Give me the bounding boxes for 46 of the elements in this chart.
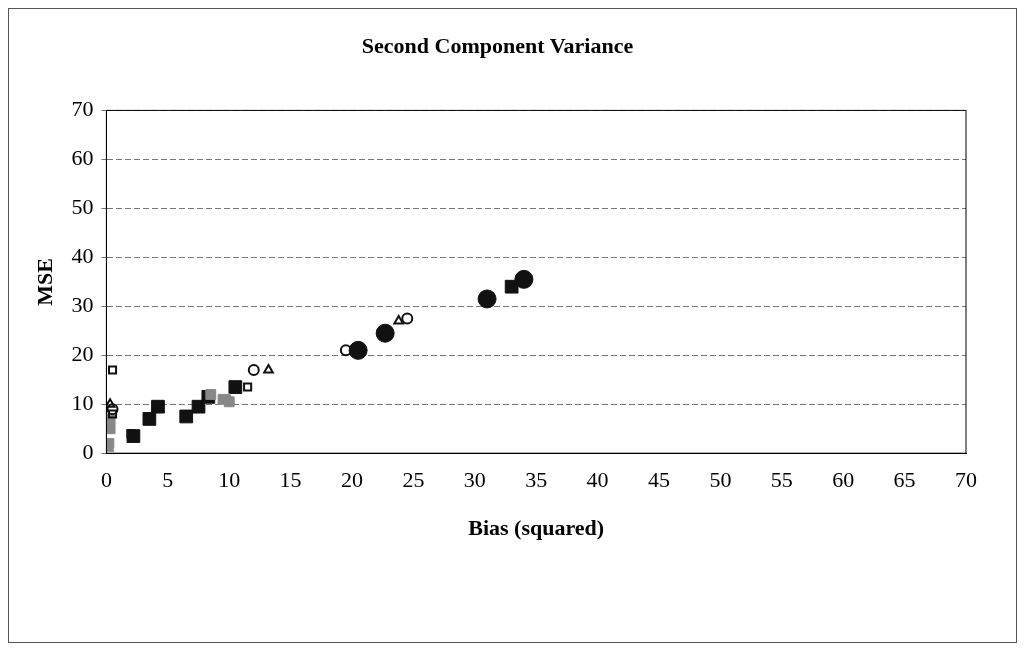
point [106, 398, 116, 408]
point [375, 323, 395, 343]
point [108, 365, 118, 375]
point [393, 314, 404, 325]
point [263, 363, 274, 374]
y-tick-label: 40 [71, 243, 94, 269]
point [243, 382, 253, 392]
x-tick-label: 70 [955, 467, 977, 493]
y-tick-label: 50 [71, 194, 94, 220]
x-tick-label: 60 [832, 467, 855, 493]
x-tick-label: 45 [648, 467, 670, 493]
point [514, 269, 534, 289]
point [142, 412, 157, 426]
chart-title: Second Component Variance [361, 32, 634, 58]
x-axis-title: Bias (squared) [468, 515, 605, 541]
point [339, 344, 352, 357]
x-tick-label: 30 [463, 467, 486, 493]
point [477, 289, 497, 309]
y-axis-title: MSE [31, 257, 57, 306]
x-tick-label: 40 [586, 467, 609, 493]
point [228, 380, 243, 394]
y-tick-label: 0 [82, 438, 94, 464]
point [108, 409, 118, 419]
x-tick-label: 15 [279, 467, 302, 493]
point [191, 399, 206, 414]
point [348, 340, 368, 360]
y-tick-label: 70 [71, 96, 94, 122]
point [179, 409, 194, 424]
x-tick-label: 35 [525, 467, 548, 493]
point [247, 363, 260, 376]
x-tick-label: 50 [709, 467, 732, 493]
point [106, 403, 119, 416]
y-tick-label: 30 [71, 292, 94, 318]
x-tick-label: 55 [770, 467, 793, 493]
x-tick-label: 5 [162, 467, 174, 493]
x-tick-label: 10 [218, 467, 241, 493]
x-tick-label: 0 [100, 467, 112, 493]
x-tick-label: 20 [341, 467, 363, 493]
point [151, 399, 165, 414]
x-tick-label: 25 [402, 467, 425, 493]
y-tick-label: 10 [71, 390, 94, 416]
y-tick-label: 20 [71, 341, 94, 367]
point [205, 388, 217, 400]
y-tick-label: 60 [71, 145, 94, 171]
x-tick-label: 65 [893, 467, 916, 493]
point [401, 312, 414, 325]
